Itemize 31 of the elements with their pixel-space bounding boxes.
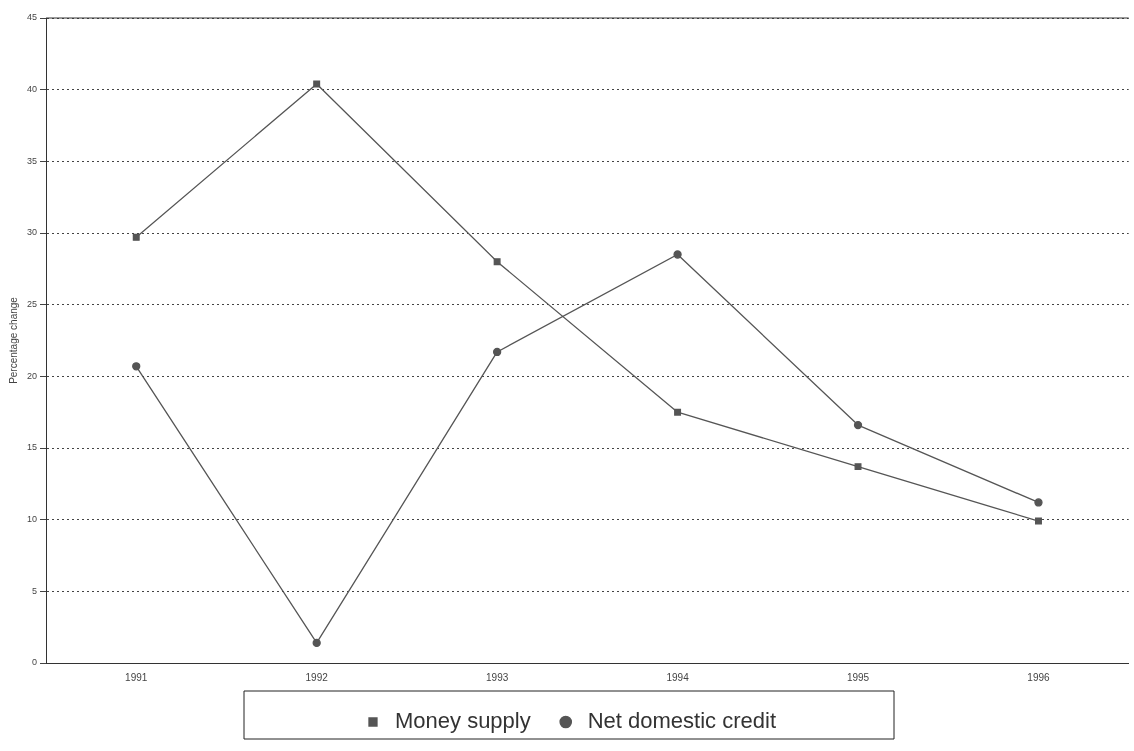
y-tick-label: 0 (32, 657, 38, 668)
y-tick-label: 15 (27, 442, 38, 453)
y-axis-title: Percentage change (7, 296, 19, 384)
y-tick-label: 25 (27, 299, 38, 310)
point (1034, 498, 1043, 507)
x-tick-label: 1992 (305, 671, 329, 683)
point (854, 463, 862, 471)
point (673, 250, 682, 259)
point (132, 233, 140, 241)
point (1035, 517, 1042, 525)
point (853, 420, 863, 430)
point (674, 408, 682, 416)
point (313, 80, 321, 88)
x-tick-label: 1993 (486, 671, 509, 683)
y-tick-label: 20 (27, 370, 38, 381)
legend-label: Money supply (394, 708, 531, 734)
x-tick-label: 1995 (846, 671, 870, 683)
point (493, 258, 501, 266)
y-tick-label: 30 (27, 227, 38, 238)
y-tick-label: 40 (27, 84, 38, 95)
y-tick-label: 35 (27, 155, 38, 166)
y-tick-label: 10 (27, 514, 38, 525)
point (312, 638, 321, 648)
point (132, 362, 141, 371)
point (492, 347, 502, 357)
x-tick-label: 1994 (666, 671, 690, 683)
x-tick-label: 1991 (125, 671, 148, 683)
y-tick-label: 5 (32, 585, 38, 596)
y-tick-label: 45 (27, 12, 38, 23)
x-tick-label: 1996 (1027, 671, 1051, 683)
legend-label: Net domestic credit (587, 708, 777, 734)
